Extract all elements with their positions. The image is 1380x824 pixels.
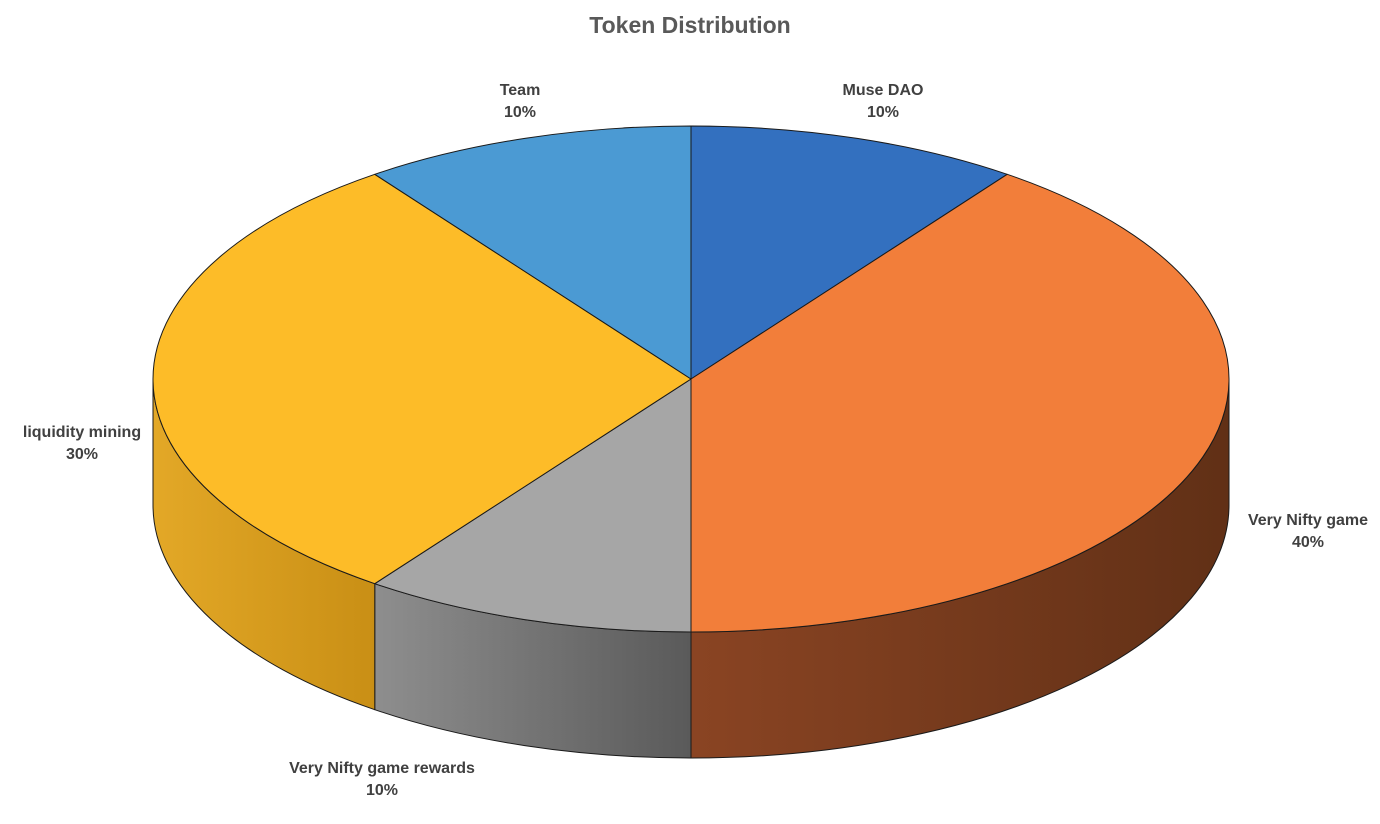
slice-label-team: Team 10% xyxy=(500,80,541,124)
slice-label-liquidity-mining-name: liquidity mining xyxy=(22,424,142,441)
slice-label-muse-dao-value: 10% xyxy=(866,104,900,121)
slice-label-very-nifty-game-rewards: Very Nifty game rewards 10% xyxy=(289,758,475,802)
slice-label-very-nifty-game-value: 40% xyxy=(1291,534,1325,551)
pie-tops xyxy=(152,125,1230,633)
pie-slice-very-nifty-game xyxy=(690,173,1230,633)
slice-label-muse-dao: Muse DAO 10% xyxy=(843,80,924,124)
pie-slice-team xyxy=(374,125,692,380)
slice-label-liquidity-mining-value: 30% xyxy=(65,446,99,463)
slice-label-very-nifty-game-rewards-value: 10% xyxy=(365,782,399,799)
slice-label-very-nifty-game-rewards-name: Very Nifty game rewards xyxy=(289,760,475,777)
slice-label-team-name: Team xyxy=(499,82,541,99)
slice-label-team-value: 10% xyxy=(503,104,537,121)
pie-sides xyxy=(152,378,1230,759)
slice-label-very-nifty-game-name: Very Nifty game xyxy=(1247,512,1369,529)
chart-title: Token Distribution xyxy=(589,12,791,38)
slice-label-muse-dao-name: Muse DAO xyxy=(842,82,924,99)
slice-label-very-nifty-game: Very Nifty game 40% xyxy=(1248,510,1368,554)
pie-slice-liquidity-mining xyxy=(152,173,692,585)
pie-slice-muse-dao xyxy=(690,125,1008,380)
pie-slice-very-nifty-game-rewards xyxy=(374,378,692,633)
slice-label-liquidity-mining: liquidity mining 30% xyxy=(23,422,141,466)
